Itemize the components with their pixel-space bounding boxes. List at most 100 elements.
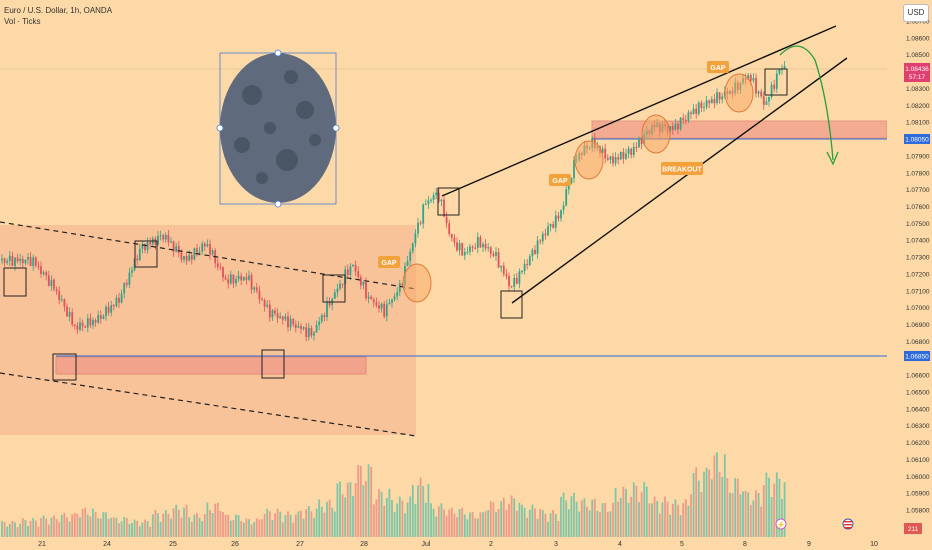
candle-body [11,255,14,266]
volume-bar [245,518,248,537]
breakout-label[interactable]: BREAKOUT [661,162,703,175]
price-axis[interactable]: 1.08700 1.08600 1.08500 1.08300 1.08200 1.081… [887,0,932,537]
resistance-price-tag-box [904,134,930,144]
candle-body [183,256,185,260]
volume-bar [466,519,469,537]
highlight-box[interactable] [52,353,77,381]
volume-bar [14,522,16,537]
volume-bar [760,506,763,537]
volume-bar [575,501,578,537]
candle-body [700,102,703,108]
gap-circle[interactable] [402,263,432,303]
candle-body [55,289,58,292]
gap-label-1[interactable]: GAP [378,256,400,268]
candle-body [112,305,115,307]
time-tick-label: 28 [360,541,368,548]
volume-bar [648,503,651,537]
time-axis[interactable]: 21 24 25 26 27 28 Jul 2 3 4 5 8 9 10 [0,537,887,550]
time-axis-background [0,537,887,550]
volume-bar [393,512,396,537]
volume-bar [593,498,596,537]
volume-bar [578,511,581,537]
gap-label-text: GAP [381,260,397,267]
resize-handle[interactable] [274,200,282,208]
volume-bar [300,510,302,537]
moon-crater-icon [276,149,298,171]
candle-body [42,272,45,274]
highlight-box[interactable] [322,274,346,303]
volume-bar [617,501,620,537]
candle-body [268,304,271,318]
candle-body [245,276,248,280]
channel-lower-line[interactable] [0,372,417,437]
candle-body [185,256,188,261]
volume-bar [47,524,50,537]
price-tick-label: 1.07400 [906,238,930,245]
highlight-box[interactable] [261,349,285,379]
gap-label-text: GAP [552,178,568,185]
resize-handle[interactable] [274,49,282,57]
moon-crater-icon [242,85,262,105]
gap-label-3[interactable]: GAP [707,61,729,73]
volume-bar [99,518,102,537]
candle-body [448,223,451,234]
volume-bar [640,492,643,537]
currency-button[interactable]: USD [903,4,929,22]
moon-drawing[interactable] [216,49,340,208]
volume-bar [211,513,214,537]
candle-body [466,251,469,253]
volume-bar [768,477,770,537]
resize-handle[interactable] [216,124,224,132]
candle-body [333,292,336,299]
gap-label-2[interactable]: GAP [549,174,571,186]
channel-upper-line[interactable] [0,221,417,290]
volume-bar [645,486,648,537]
volume-bar [661,502,664,537]
highlight-box[interactable] [500,290,523,319]
candle-body [73,324,76,326]
volume-bar [209,510,211,537]
gap-circle[interactable] [724,73,754,113]
volume-bar [40,518,42,537]
candle-body [773,84,776,89]
candle-body [45,272,48,276]
candle-body [502,265,505,274]
resize-handle[interactable] [332,124,340,132]
volume-bar [502,497,505,537]
price-tick-label: 1.06300 [906,423,930,430]
volume-bar [50,517,53,537]
volume-bar [125,518,128,537]
volume-bar [549,513,552,537]
projection-arrow[interactable] [779,45,834,161]
volume-bar [567,509,570,537]
price-tick-label: 1.08300 [906,86,930,93]
volume-bar [297,511,300,537]
volume-bar [84,507,87,537]
highlight-box[interactable] [764,68,788,96]
volume-bar [45,518,48,537]
wedge-lower-line[interactable] [511,57,848,304]
volume-bar [141,522,144,537]
candle-body [40,266,42,274]
gap-circle[interactable] [641,114,671,154]
candle-body [21,258,24,264]
highlight-box[interactable] [437,187,460,216]
candle-body [346,269,349,275]
volume-indicator-label[interactable]: Vol · Ticks [4,17,41,26]
volume-bar [781,498,783,537]
candle-body [136,258,139,261]
volume-bar [133,519,136,537]
candle-body [34,257,37,266]
candle-body [601,148,604,153]
gap-circle[interactable] [574,140,604,180]
volume-bar [731,493,734,537]
us-flag-event-icon[interactable] [842,518,854,530]
wedge-upper-line[interactable] [441,25,837,197]
symbol-title[interactable]: Euro / U.S. Dollar, 1h, OANDA [4,6,113,15]
lightning-event-icon[interactable]: ⚡ [775,518,787,530]
volume-bar [552,510,555,537]
price-tick-label: 1.08500 [906,52,930,59]
highlight-box[interactable] [134,240,158,268]
highlight-box[interactable] [3,267,27,297]
